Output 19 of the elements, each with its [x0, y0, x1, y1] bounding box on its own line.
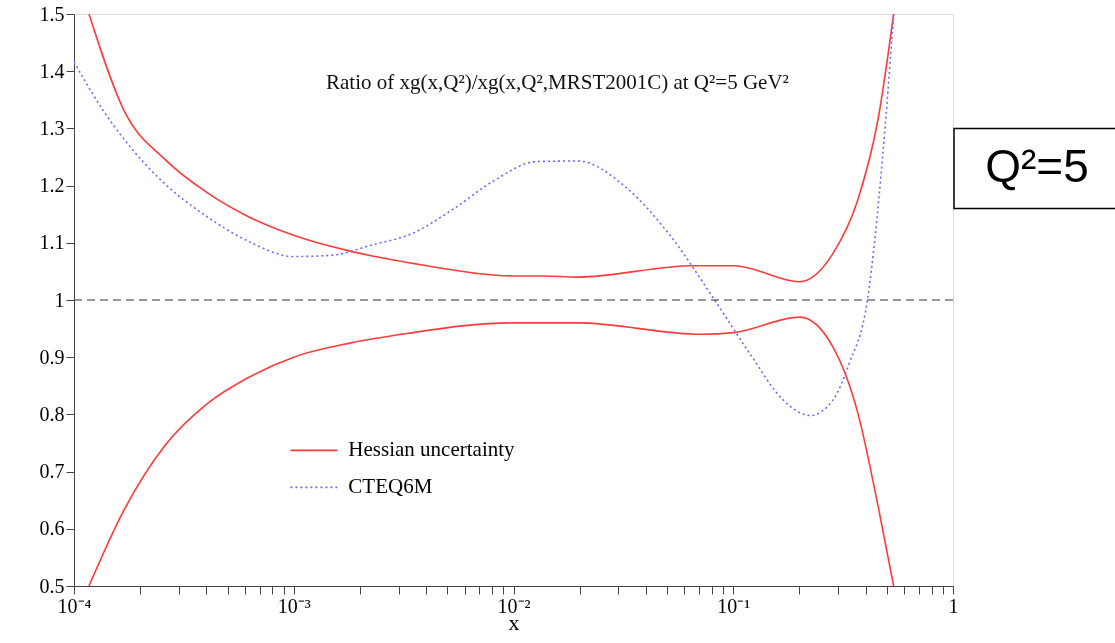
x-tick-label: 10⁻³ [277, 594, 311, 617]
y-tick-label: 1 [54, 288, 65, 311]
x-tick-label: 10⁻⁴ [57, 594, 92, 617]
y-tick-label: 0.9 [39, 345, 65, 368]
y-tick-label: 1.2 [39, 174, 65, 197]
text: Q²=5 [985, 140, 1089, 193]
y-tick-label: 0.5 [39, 574, 65, 597]
text: Ratio of xg(x,Q²)/xg(x,Q²,MRST2001C) at Q²=5 GeV² [326, 69, 789, 94]
y-tick-label: 1.1 [39, 231, 65, 254]
y-tick-label: 1.3 [39, 116, 65, 139]
y-tick-label: 1.5 [39, 2, 65, 25]
y-tick-label: 0.6 [39, 517, 65, 540]
y-tick-label: 1.4 [39, 59, 65, 82]
x-tick-label: 1 [948, 594, 959, 617]
legend-label: Hessian uncertainty [348, 437, 516, 462]
x-tick-label: 10⁻¹ [717, 594, 751, 617]
y-tick-label: 0.8 [39, 402, 65, 425]
legend-label: CTEQ6M [348, 474, 433, 499]
y-tick-label: 0.7 [39, 460, 65, 483]
